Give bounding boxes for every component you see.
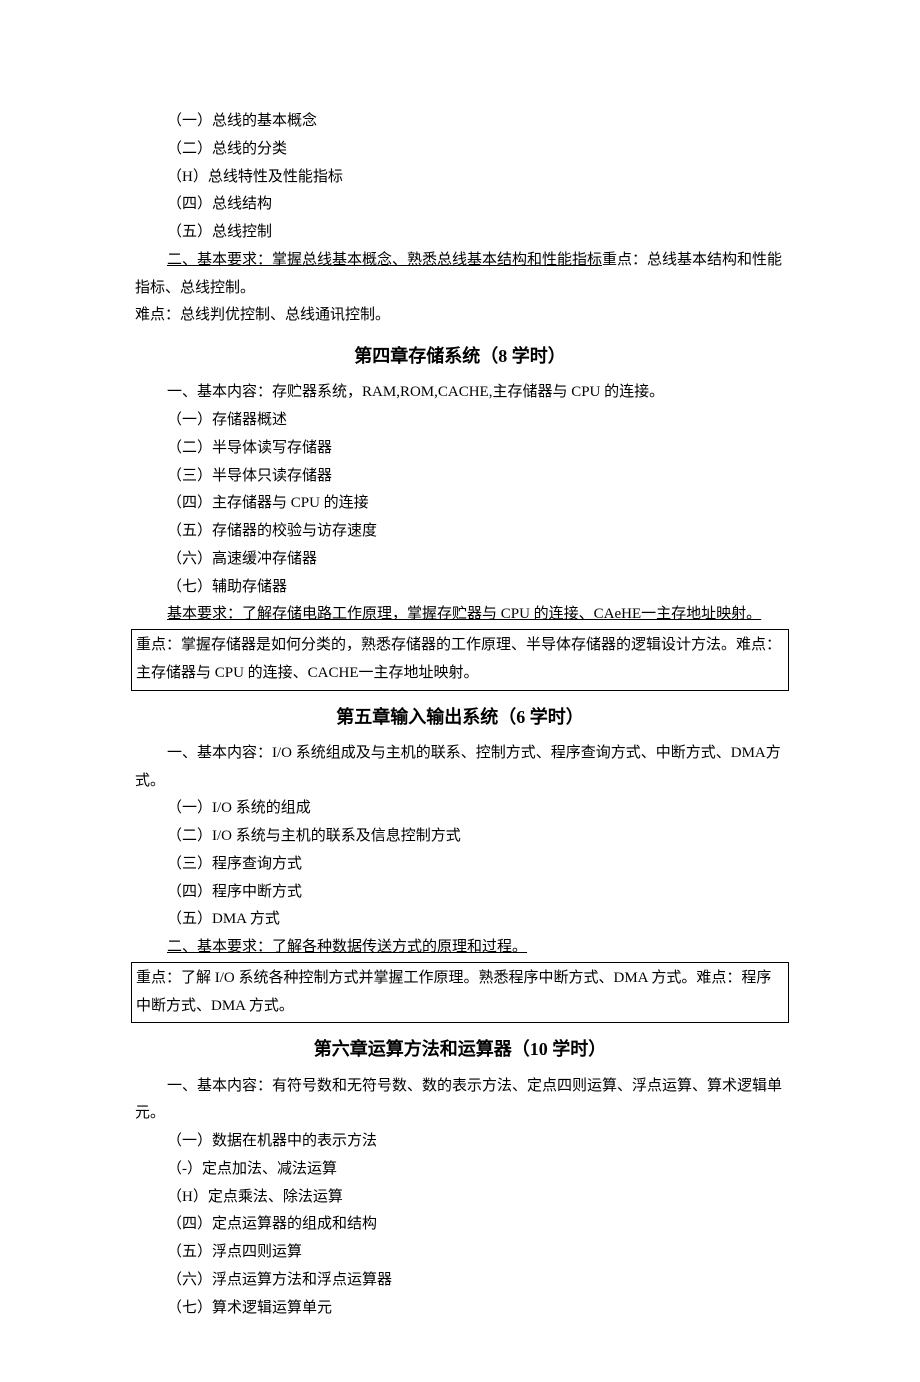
ch5-key-difficulty-box: 重点：了解 I/O 系统各种控制方式并掌握工作原理。熟悉程序中断方式、DMA 方… xyxy=(131,962,789,1024)
ch6-item: （-）定点加法、减法运算 xyxy=(135,1156,785,1184)
ch5-content: 一、基本内容：I/O 系统组成及与主机的联系、控制方式、程序查询方式、中断方式、… xyxy=(135,740,785,796)
ch3-item: （二）总线的分类 xyxy=(135,136,785,164)
ch5-heading: 第五章输入输出系统（6 学时） xyxy=(135,701,785,734)
ch3-item: （一）总线的基本概念 xyxy=(135,108,785,136)
ch3-item: （五）总线控制 xyxy=(135,219,785,247)
ch4-requirements: 基本要求：了解存储电路工作原理，掌握存贮器与 CPU 的连接、CAeHE一主存地… xyxy=(135,601,785,629)
ch3-requirements: 二、基本要求：掌握总线基本概念、熟悉总线基本结构和性能指标重点：总线基本结构和性… xyxy=(135,247,785,303)
ch4-req-underlined: 基本要求：了解存储电路工作原理，掌握存贮器与 CPU 的连接、CAeHE一主存地… xyxy=(167,606,761,622)
ch4-heading: 第四章存储系统（8 学时） xyxy=(135,340,785,373)
ch5-item: （三）程序查询方式 xyxy=(135,851,785,879)
ch4-item: （一）存储器概述 xyxy=(135,407,785,435)
ch4-item: （二）半导体读写存储器 xyxy=(135,435,785,463)
ch4-item: （六）高速缓冲存储器 xyxy=(135,546,785,574)
ch3-difficulty: 难点：总线判优控制、总线通讯控制。 xyxy=(135,302,785,330)
ch6-item: （四）定点运算器的组成和结构 xyxy=(135,1211,785,1239)
ch6-heading: 第六章运算方法和运算器（10 学时） xyxy=(135,1033,785,1066)
ch6-item: （七）算术逻辑运算单元 xyxy=(135,1295,785,1323)
ch5-item: （五）DMA 方式 xyxy=(135,906,785,934)
ch6-item: （五）浮点四则运算 xyxy=(135,1239,785,1267)
ch6-item: （H）定点乘法、除法运算 xyxy=(135,1184,785,1212)
ch6-content: 一、基本内容：有符号数和无符号数、数的表示方法、定点四则运算、浮点运算、算术逻辑… xyxy=(135,1073,785,1129)
ch4-item: （三）半导体只读存储器 xyxy=(135,463,785,491)
ch6-item: （六）浮点运算方法和浮点运算器 xyxy=(135,1267,785,1295)
ch5-item: （四）程序中断方式 xyxy=(135,879,785,907)
ch5-item: （二）I/O 系统与主机的联系及信息控制方式 xyxy=(135,823,785,851)
ch4-content-latin: RAM,ROM,CACHE, xyxy=(362,384,492,400)
ch5-requirements: 二、基本要求：了解各种数据传送方式的原理和过程。 xyxy=(135,934,785,962)
ch4-key-difficulty-box: 重点：掌握存储器是如何分类的，熟悉存储器的工作原理、半导体存储器的逻辑设计方法。… xyxy=(131,629,789,691)
ch4-content-suffix: 主存储器与 CPU 的连接。 xyxy=(492,384,664,400)
ch4-item: （五）存储器的校验与访存速度 xyxy=(135,518,785,546)
ch3-req-underlined: 二、基本要求：掌握总线基本概念、熟悉总线基本结构和性能指标 xyxy=(167,252,602,268)
ch4-item: （四）主存储器与 CPU 的连接 xyxy=(135,490,785,518)
ch4-content: 一、基本内容：存贮器系统，RAM,ROM,CACHE,主存储器与 CPU 的连接… xyxy=(135,379,785,407)
ch5-req-underlined: 二、基本要求：了解各种数据传送方式的原理和过程。 xyxy=(167,939,527,955)
ch5-item: （一）I/O 系统的组成 xyxy=(135,795,785,823)
ch4-item: （七）辅助存储器 xyxy=(135,574,785,602)
ch3-item: （H）总线特性及性能指标 xyxy=(135,164,785,192)
ch3-item: （四）总线结构 xyxy=(135,191,785,219)
ch4-content-prefix: 一、基本内容：存贮器系统， xyxy=(167,384,362,400)
document-page: （一）总线的基本概念 （二）总线的分类 （H）总线特性及性能指标 （四）总线结构… xyxy=(0,0,920,1382)
ch6-item: （一）数据在机器中的表示方法 xyxy=(135,1128,785,1156)
